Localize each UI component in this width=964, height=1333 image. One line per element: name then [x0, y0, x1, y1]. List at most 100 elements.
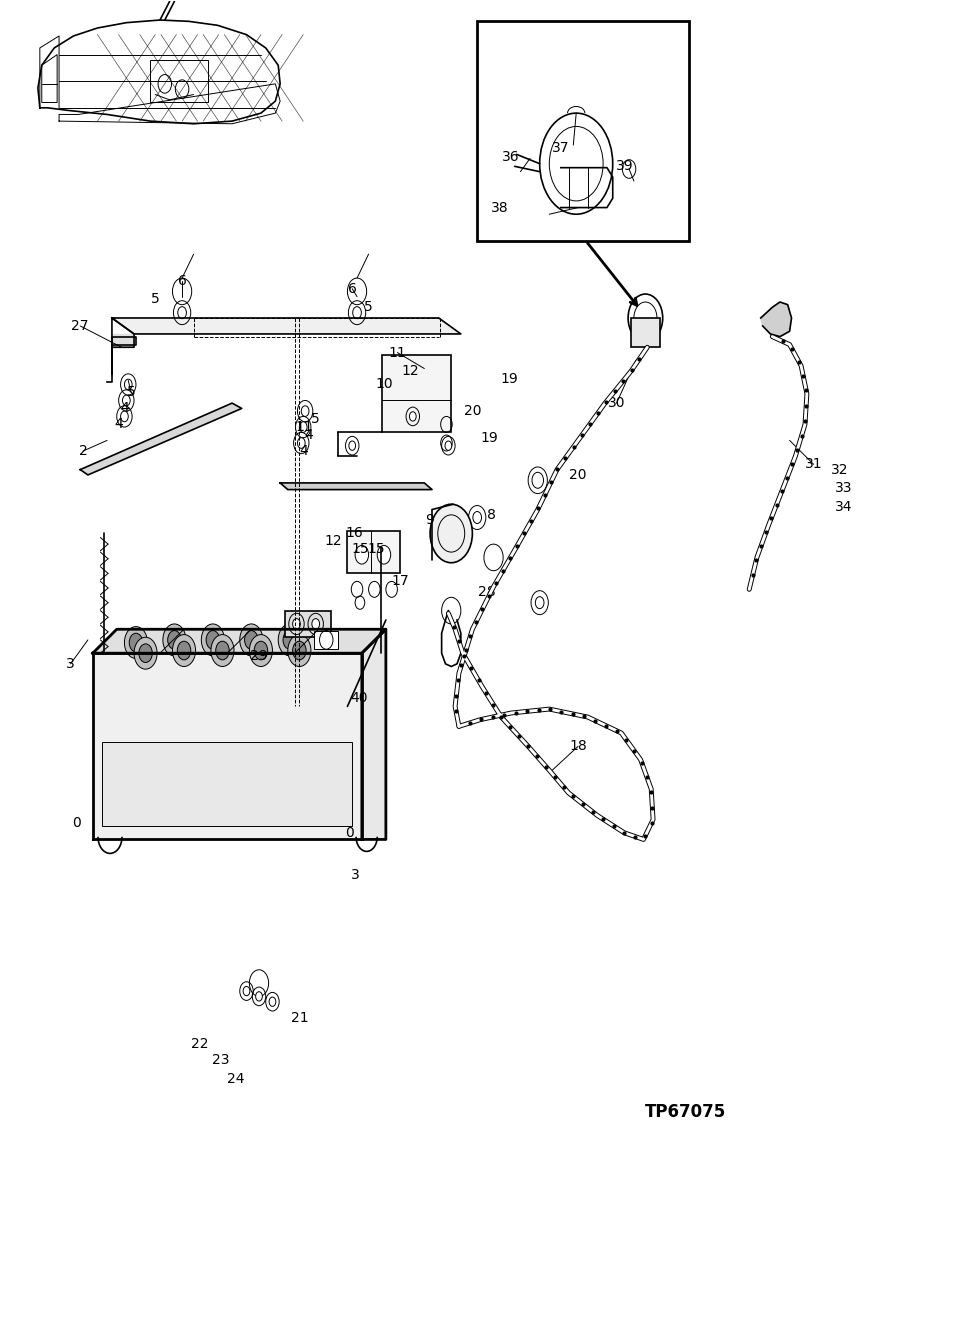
Circle shape — [177, 641, 191, 660]
Text: 27: 27 — [71, 319, 89, 333]
Circle shape — [134, 637, 157, 669]
Bar — [382, 355, 451, 432]
Circle shape — [243, 986, 250, 996]
Text: 16: 16 — [345, 527, 363, 540]
Circle shape — [535, 597, 544, 609]
Text: TP67075: TP67075 — [645, 1104, 727, 1121]
Circle shape — [430, 504, 472, 563]
Text: 11: 11 — [295, 420, 313, 435]
Circle shape — [353, 307, 362, 319]
Circle shape — [124, 627, 147, 659]
Text: 3: 3 — [67, 657, 75, 670]
Text: 2: 2 — [79, 444, 88, 459]
Circle shape — [293, 641, 307, 660]
Circle shape — [269, 997, 276, 1006]
Circle shape — [124, 379, 132, 389]
Circle shape — [163, 624, 186, 656]
Circle shape — [245, 631, 258, 649]
Text: 28: 28 — [478, 585, 495, 599]
Text: 21: 21 — [290, 1010, 308, 1025]
Circle shape — [139, 644, 152, 663]
Text: 0: 0 — [72, 817, 81, 830]
Text: 24: 24 — [228, 1072, 245, 1086]
Circle shape — [255, 992, 262, 1001]
Text: 0: 0 — [345, 825, 354, 840]
Text: 22: 22 — [191, 1037, 208, 1052]
Circle shape — [240, 624, 263, 656]
Bar — [477, 21, 688, 241]
Text: 12: 12 — [401, 364, 418, 379]
Polygon shape — [93, 653, 362, 840]
Text: 20: 20 — [464, 404, 481, 419]
Bar — [102, 742, 352, 826]
Polygon shape — [80, 403, 242, 475]
Circle shape — [120, 411, 128, 421]
Circle shape — [293, 619, 301, 629]
Circle shape — [355, 545, 368, 564]
Circle shape — [300, 421, 308, 432]
Circle shape — [410, 412, 416, 421]
Circle shape — [168, 631, 181, 649]
Polygon shape — [93, 629, 386, 653]
Circle shape — [473, 512, 482, 524]
Circle shape — [302, 405, 309, 416]
Polygon shape — [112, 319, 461, 335]
Text: 23: 23 — [212, 1053, 229, 1068]
Text: 11: 11 — [388, 345, 406, 360]
Polygon shape — [112, 335, 134, 348]
Circle shape — [254, 641, 268, 660]
Circle shape — [349, 441, 356, 451]
Text: 4: 4 — [299, 444, 308, 459]
Text: 8: 8 — [487, 508, 496, 521]
Circle shape — [122, 395, 130, 405]
Text: 18: 18 — [570, 740, 587, 753]
Bar — [631, 319, 659, 348]
Text: 10: 10 — [375, 377, 392, 392]
Circle shape — [129, 633, 143, 652]
Text: 15: 15 — [367, 543, 385, 556]
Circle shape — [211, 635, 234, 666]
Text: 32: 32 — [831, 463, 848, 477]
Text: 4: 4 — [120, 401, 129, 416]
Text: 33: 33 — [835, 481, 852, 496]
Circle shape — [288, 635, 311, 666]
Text: 36: 36 — [502, 151, 520, 164]
Polygon shape — [761, 303, 791, 337]
Text: 5: 5 — [127, 385, 136, 400]
Text: 38: 38 — [491, 200, 508, 215]
Circle shape — [173, 635, 196, 666]
Circle shape — [377, 545, 390, 564]
Text: 6: 6 — [348, 281, 357, 296]
Circle shape — [532, 472, 544, 488]
Text: 4: 4 — [115, 417, 123, 432]
Bar — [150, 60, 208, 103]
Text: 39: 39 — [615, 160, 633, 173]
Text: 34: 34 — [835, 500, 852, 515]
Text: 30: 30 — [608, 396, 626, 411]
Text: 37: 37 — [552, 141, 570, 155]
Circle shape — [445, 441, 452, 451]
Circle shape — [279, 624, 302, 656]
Circle shape — [442, 597, 461, 624]
Text: 3: 3 — [351, 868, 360, 882]
Text: 4: 4 — [305, 428, 313, 443]
Circle shape — [216, 641, 229, 660]
Text: 15: 15 — [351, 543, 369, 556]
Polygon shape — [281, 483, 432, 489]
Text: 5: 5 — [311, 412, 320, 427]
Text: 9: 9 — [425, 513, 434, 527]
Bar — [314, 631, 337, 649]
Circle shape — [298, 437, 306, 448]
Text: 29: 29 — [251, 649, 268, 663]
Text: 40: 40 — [350, 692, 367, 705]
Text: 19: 19 — [500, 372, 518, 387]
Bar — [347, 531, 400, 573]
Circle shape — [201, 624, 225, 656]
Circle shape — [250, 635, 273, 666]
Text: 17: 17 — [391, 575, 409, 588]
Circle shape — [283, 631, 297, 649]
Text: 20: 20 — [570, 468, 587, 483]
Bar — [285, 611, 331, 637]
Text: 19: 19 — [481, 431, 498, 445]
Circle shape — [206, 631, 220, 649]
